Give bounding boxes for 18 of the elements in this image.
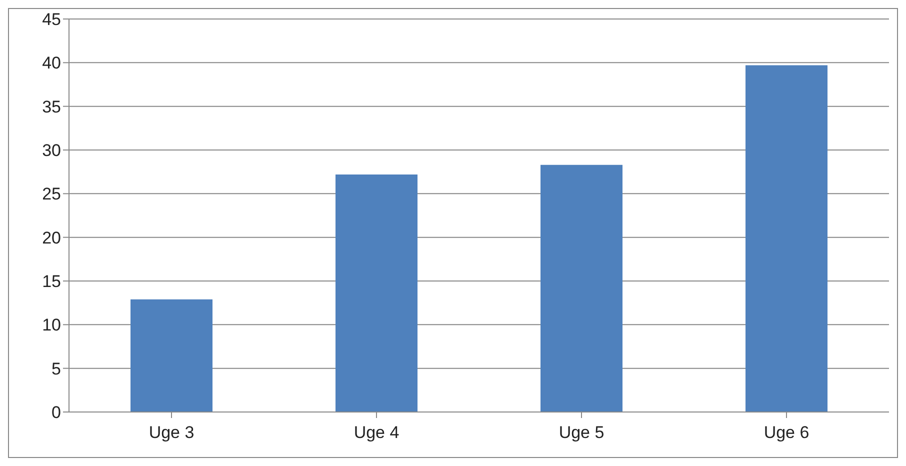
x-tick-label: Uge 4 [354,423,400,442]
y-tick-label: 25 [42,184,61,204]
y-tick-label: 5 [52,359,61,378]
y-tick-label: 20 [42,228,61,248]
x-tick-label: Uge 3 [148,423,194,442]
y-tick-label: 15 [42,272,61,292]
bar [540,164,622,412]
y-tick-label: 45 [42,10,61,30]
y-tick-label: 35 [42,97,61,116]
bar [746,65,828,412]
x-tick-label: Uge 6 [764,423,810,442]
y-tick-label: 10 [42,316,61,335]
y-tick-label: 40 [42,54,61,73]
bar [336,174,418,412]
x-tick-label: Uge 5 [558,423,604,442]
y-tick-label: 30 [42,141,61,160]
y-tick-label: 0 [52,403,61,422]
bar [130,299,212,412]
